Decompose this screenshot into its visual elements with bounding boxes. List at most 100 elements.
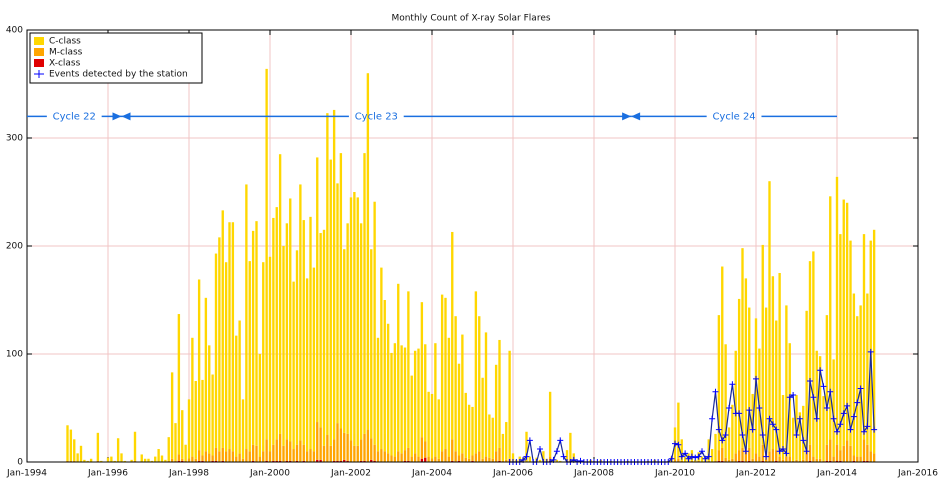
bar [343, 459, 346, 462]
bar [427, 391, 430, 457]
bar [353, 445, 356, 462]
bar [420, 437, 424, 459]
bar [177, 314, 181, 455]
point-marker [753, 375, 759, 382]
bar [548, 456, 552, 461]
bar [464, 457, 467, 462]
bar [498, 447, 501, 461]
bar [157, 449, 160, 462]
point-marker [695, 453, 702, 460]
point-marker [756, 405, 763, 411]
bar [197, 460, 201, 462]
bar [248, 451, 251, 462]
bar [208, 453, 211, 462]
x-tick-label: Jan-2012 [735, 469, 776, 479]
bar [461, 453, 464, 462]
bar [363, 153, 366, 434]
bar [866, 460, 869, 462]
bar [795, 395, 798, 460]
bar [339, 460, 343, 462]
bar [214, 447, 218, 461]
bar [474, 453, 478, 462]
point-marker [709, 415, 716, 422]
bar [454, 316, 457, 452]
bar [346, 433, 349, 461]
bar [339, 153, 343, 429]
bar [832, 456, 835, 462]
bar [525, 431, 528, 462]
bar [329, 445, 332, 462]
bar [322, 229, 326, 446]
bar [791, 417, 795, 461]
point-marker [823, 405, 830, 411]
bar [332, 439, 336, 461]
point-marker [776, 448, 783, 455]
bar [275, 207, 278, 440]
bar [839, 450, 842, 461]
point-marker [692, 454, 699, 461]
bar [822, 460, 825, 462]
bar [474, 291, 478, 454]
bar [363, 460, 366, 462]
bar [754, 453, 758, 462]
bar [116, 438, 120, 462]
bar [839, 460, 842, 462]
bar [734, 453, 737, 462]
legend-swatch [34, 59, 44, 67]
point-marker [813, 415, 820, 422]
bar [508, 350, 511, 459]
bar [295, 444, 299, 461]
bar [336, 423, 339, 461]
bar [737, 460, 741, 462]
bar [825, 460, 829, 462]
bar [110, 456, 113, 462]
bar [353, 192, 356, 446]
bar [278, 460, 282, 462]
bar [494, 364, 498, 452]
bar [403, 450, 407, 461]
bar [343, 249, 346, 433]
bar [278, 154, 282, 434]
bar [872, 229, 876, 454]
bar [852, 293, 856, 456]
bar [427, 456, 430, 462]
bar [447, 337, 451, 457]
bar [302, 220, 305, 445]
point-marker [790, 392, 797, 399]
bar [289, 460, 292, 462]
bar [170, 372, 174, 459]
bar [370, 459, 373, 462]
point-marker [766, 415, 773, 422]
bar [690, 460, 694, 462]
bar [312, 451, 316, 462]
point-marker [672, 440, 678, 447]
bar [278, 433, 282, 461]
bar [488, 414, 491, 458]
bar [748, 447, 751, 461]
arrow-head [631, 112, 641, 121]
point-marker [864, 423, 871, 430]
bar [775, 450, 778, 461]
bar [262, 262, 265, 452]
bar [467, 458, 471, 462]
bar [683, 456, 687, 462]
point-marker [759, 432, 766, 438]
bar [383, 451, 386, 462]
bar [856, 316, 859, 457]
bar [265, 439, 268, 461]
bar [201, 455, 204, 461]
bar [454, 451, 457, 462]
bar [464, 392, 467, 458]
bar [224, 451, 228, 462]
bar [778, 273, 781, 457]
bar [258, 354, 262, 457]
bar [366, 429, 370, 462]
arrow-head [112, 112, 122, 121]
bar [73, 460, 76, 462]
bar [386, 453, 390, 462]
y-tick-label: 0 [17, 458, 23, 468]
bar [170, 458, 174, 462]
bar [332, 109, 336, 440]
bar [393, 343, 397, 457]
bar [440, 451, 444, 462]
